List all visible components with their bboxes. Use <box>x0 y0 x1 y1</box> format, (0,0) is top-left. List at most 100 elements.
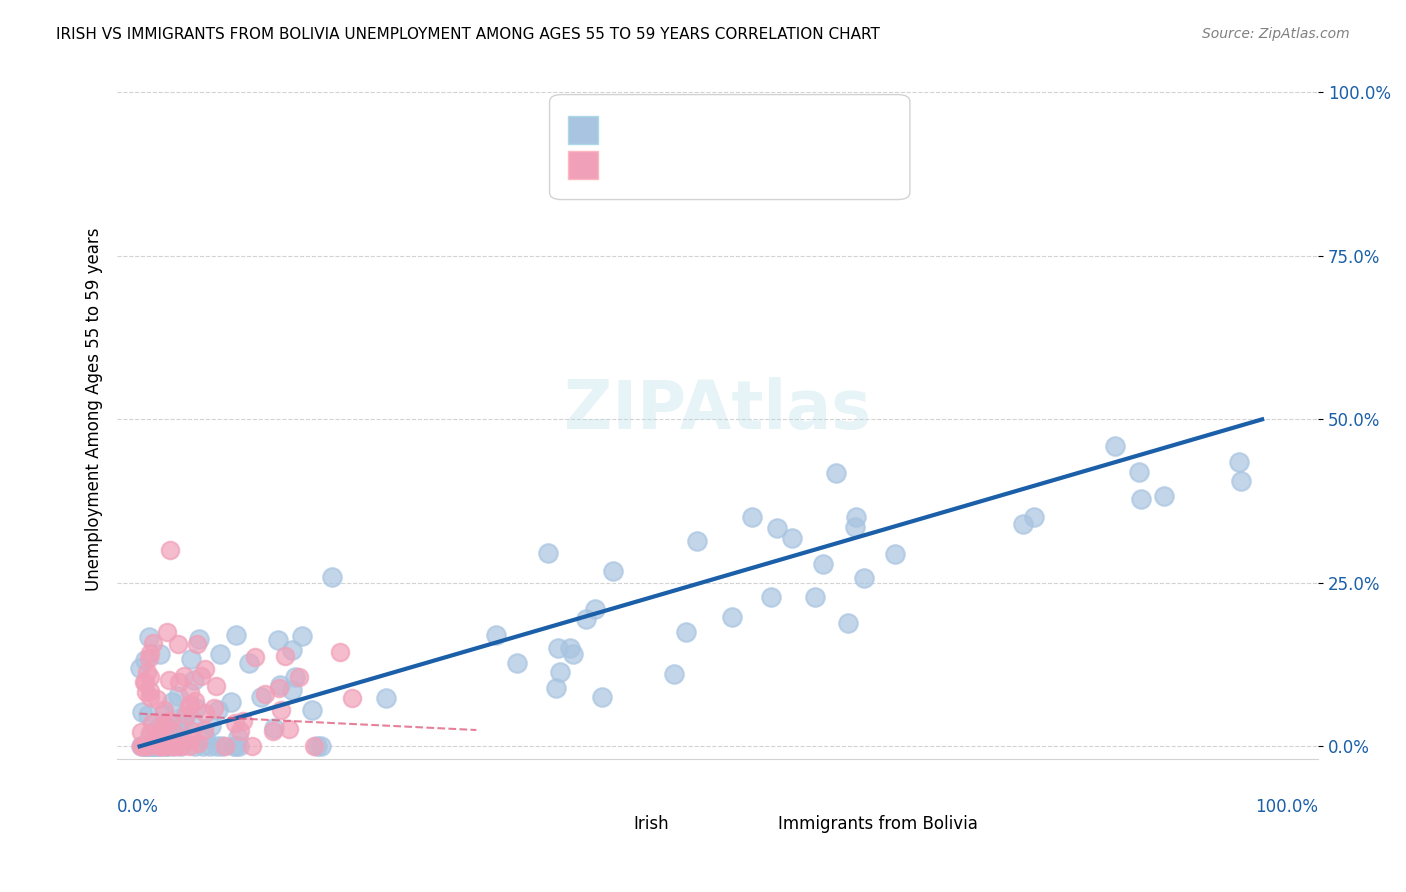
Point <box>281 642 304 657</box>
Point <box>153 706 176 721</box>
Point <box>172 739 194 754</box>
Point <box>155 739 177 754</box>
Point <box>160 694 183 708</box>
Point <box>138 630 160 644</box>
Point <box>249 690 271 705</box>
Point <box>262 723 284 738</box>
Point <box>169 675 191 690</box>
Point <box>138 670 160 684</box>
Text: 0.0%: 0.0% <box>117 798 159 816</box>
Point <box>134 739 156 754</box>
Point <box>238 657 260 671</box>
Point <box>224 715 246 730</box>
Point <box>207 703 229 717</box>
Point <box>200 719 222 733</box>
Point <box>135 739 157 754</box>
Point <box>131 706 153 720</box>
Point <box>150 739 173 754</box>
Point <box>811 558 834 572</box>
Point <box>141 739 163 754</box>
Point <box>845 509 868 524</box>
Point <box>211 739 233 754</box>
Point <box>180 652 202 666</box>
Point <box>550 665 572 679</box>
Point <box>162 739 184 754</box>
Point <box>136 707 159 722</box>
Point <box>194 662 217 676</box>
Bar <box>568 116 598 144</box>
Point <box>267 681 290 695</box>
Point <box>1129 491 1152 506</box>
Point <box>301 703 323 717</box>
Point <box>187 632 209 646</box>
Text: R =  0.668   N = 103: R = 0.668 N = 103 <box>598 122 780 137</box>
Point <box>134 653 156 667</box>
Point <box>190 669 212 683</box>
Point <box>167 637 190 651</box>
Point <box>139 646 162 660</box>
Point <box>284 670 307 684</box>
Point <box>180 732 202 747</box>
Point <box>150 718 173 732</box>
Point <box>191 739 214 754</box>
Point <box>176 708 198 723</box>
Point <box>547 640 569 655</box>
Point <box>148 720 170 734</box>
Point <box>759 591 782 605</box>
Point <box>804 590 827 604</box>
Point <box>159 543 181 558</box>
Point <box>340 690 363 705</box>
Point <box>148 739 170 754</box>
Point <box>134 739 156 754</box>
Point <box>152 739 174 754</box>
Point <box>228 739 250 754</box>
Point <box>287 670 309 684</box>
Point <box>506 656 529 670</box>
Point <box>173 669 195 683</box>
Point <box>135 685 157 699</box>
Point <box>263 721 285 735</box>
Point <box>266 632 288 647</box>
Point <box>240 739 263 754</box>
Point <box>132 675 155 690</box>
Point <box>184 700 207 714</box>
Point <box>153 703 176 717</box>
Point <box>142 636 165 650</box>
Point <box>852 570 875 584</box>
Point <box>156 739 179 754</box>
Point <box>179 697 201 711</box>
Point <box>180 723 202 738</box>
Point <box>602 564 624 578</box>
Text: Source: ZipAtlas.com: Source: ZipAtlas.com <box>1202 27 1350 41</box>
Point <box>194 706 217 720</box>
Point <box>243 650 266 665</box>
Point <box>208 647 231 661</box>
Point <box>135 739 157 754</box>
Point <box>173 709 195 723</box>
Point <box>222 739 245 754</box>
Point <box>156 720 179 734</box>
Point <box>169 728 191 742</box>
Point <box>145 729 167 743</box>
Point <box>156 739 179 754</box>
Point <box>226 730 249 744</box>
Point <box>167 690 190 704</box>
Point <box>675 624 697 639</box>
Point <box>139 739 162 754</box>
Point <box>1012 517 1035 532</box>
Point <box>139 729 162 743</box>
Point <box>149 647 172 661</box>
Point <box>146 692 169 706</box>
Point <box>156 625 179 640</box>
Point <box>1022 509 1045 524</box>
Point <box>179 739 201 754</box>
Point <box>583 602 606 616</box>
Point <box>575 611 598 625</box>
Point <box>537 546 560 560</box>
Point <box>162 723 184 738</box>
Point <box>142 734 165 748</box>
Point <box>142 739 165 754</box>
Point <box>128 661 150 675</box>
Point <box>225 739 247 754</box>
Point <box>193 723 215 737</box>
